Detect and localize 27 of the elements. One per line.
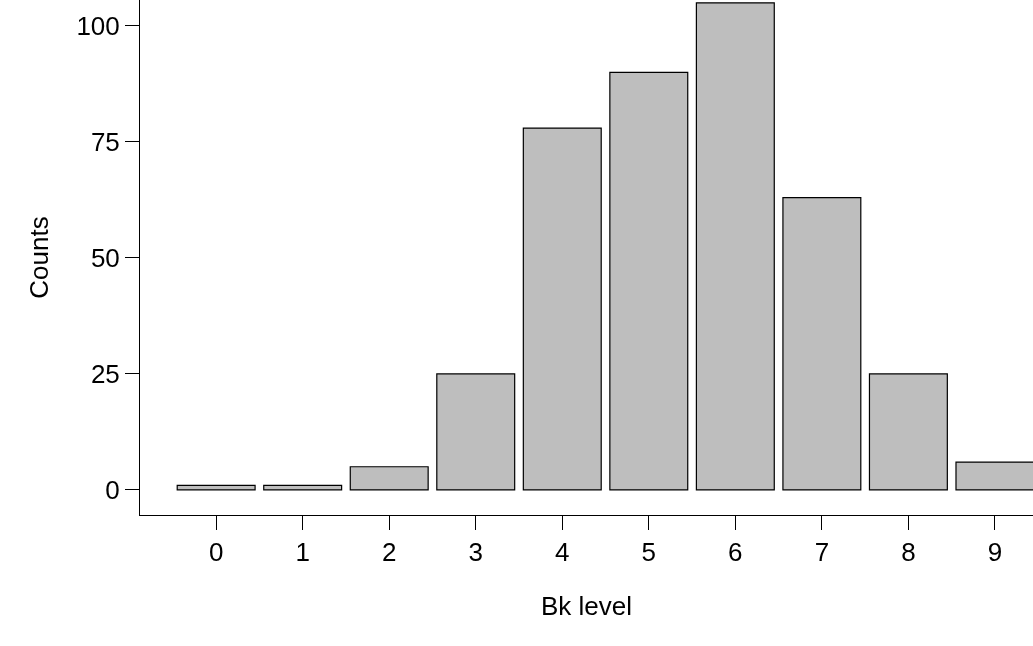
y-tick-label: 50: [90, 243, 120, 274]
x-tick-label: 4: [555, 537, 570, 568]
x-tick-label: 0: [208, 537, 224, 568]
y-tick-label: 100: [76, 11, 120, 42]
y-tick-label: 25: [90, 359, 120, 390]
bar: [522, 127, 602, 491]
bar: [176, 484, 256, 491]
y-tick-label: 75: [90, 127, 120, 158]
x-tick-label: 3: [468, 537, 483, 568]
bar: [868, 373, 948, 491]
bar: [349, 466, 429, 491]
y-tick-label: 0: [105, 475, 120, 506]
x-tick-label: 1: [295, 537, 310, 568]
x-tick-label: 6: [728, 537, 743, 568]
y-axis-title: Counts: [23, 216, 54, 299]
x-tick-label: 9: [987, 537, 1003, 568]
x-tick-label: 5: [641, 537, 657, 568]
x-axis-title: Bk level: [540, 590, 633, 621]
x-tick-label: 7: [814, 537, 830, 568]
bar: [609, 71, 689, 491]
bar: [955, 461, 1033, 491]
bar: [436, 373, 516, 491]
x-tick-label: 2: [381, 537, 397, 568]
bar: [782, 197, 862, 491]
x-tick-label: 8: [901, 537, 916, 568]
bar: [263, 484, 343, 491]
bar: [695, 2, 775, 491]
